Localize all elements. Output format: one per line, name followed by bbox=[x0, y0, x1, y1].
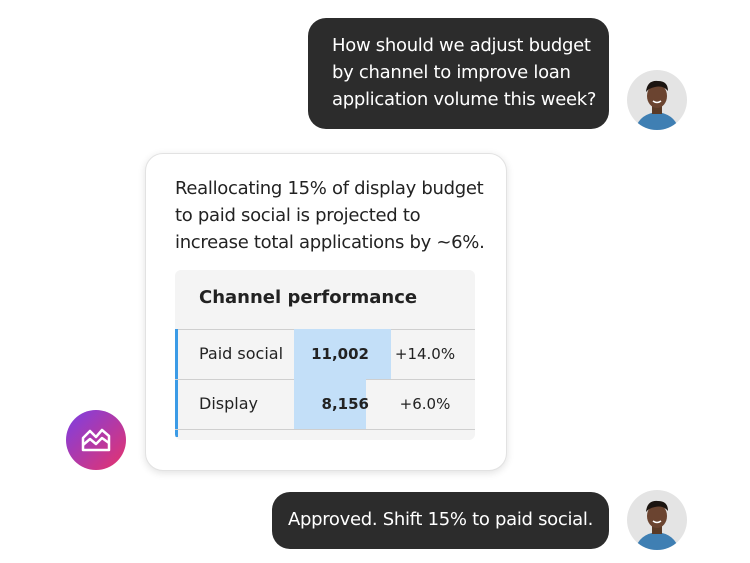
channel-name: Display bbox=[199, 394, 258, 413]
message-line: application volume this week? bbox=[332, 89, 597, 110]
channel-table: Channel performance Paid social 11,002 +14… bbox=[175, 270, 475, 440]
message-line: Reallocating 15% of display budget bbox=[175, 178, 484, 199]
message-line: Approved. Shift 15% to paid social. bbox=[287, 509, 594, 530]
value: 8,156 bbox=[321, 395, 369, 413]
row-accent bbox=[175, 329, 178, 437]
value-bar bbox=[294, 379, 366, 429]
user-message: How should we adjust budget by channel t… bbox=[308, 18, 609, 129]
change: +14.0% bbox=[394, 345, 456, 363]
value-bar bbox=[294, 329, 391, 379]
table-row: Paid social 11,002 +14.0% bbox=[175, 329, 475, 380]
message-line: to paid social is projected to bbox=[175, 205, 421, 226]
message-line: How should we adjust budget bbox=[332, 35, 591, 56]
user-message: Approved. Shift 15% to paid social. bbox=[272, 492, 609, 549]
channel-name: Paid social bbox=[199, 344, 284, 363]
value: 11,002 bbox=[311, 345, 369, 363]
user-avatar bbox=[627, 490, 687, 550]
table-title: Channel performance bbox=[199, 287, 418, 308]
message-line: by channel to improve loan bbox=[332, 62, 571, 83]
assistant-avatar bbox=[66, 410, 126, 470]
user-avatar bbox=[627, 70, 687, 130]
table-row: Display 8,156 +6.0% bbox=[175, 379, 475, 430]
change: +6.0% bbox=[399, 395, 451, 413]
message-line: increase total applications by ~6%. bbox=[175, 232, 485, 253]
